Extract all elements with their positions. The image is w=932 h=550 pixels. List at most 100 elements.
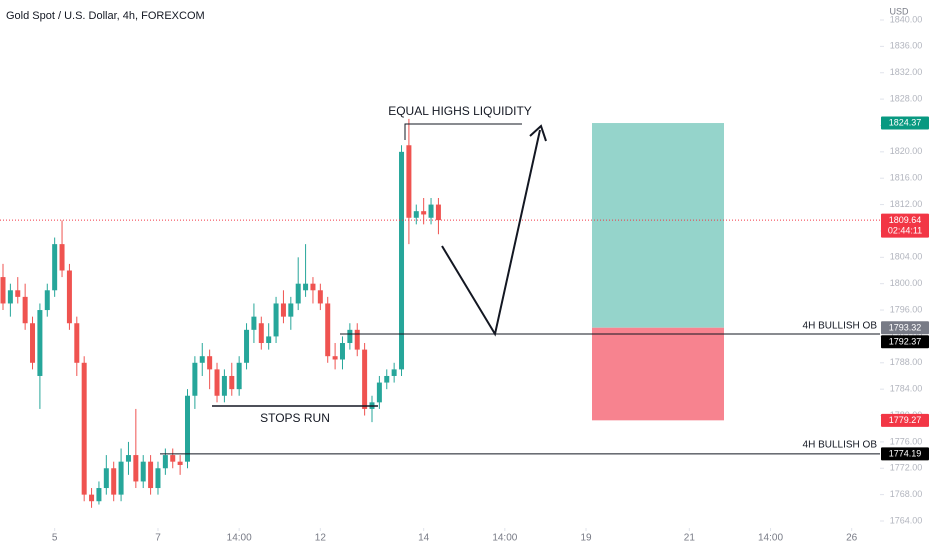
annotation: 4H BULLISH OB bbox=[803, 440, 878, 451]
candle-body bbox=[251, 316, 257, 330]
candle-body bbox=[140, 461, 146, 482]
price-label-box bbox=[881, 335, 929, 349]
candle-body bbox=[221, 375, 227, 396]
annotation: EQUAL HIGHS LIQUIDITY bbox=[388, 104, 532, 118]
bracket bbox=[404, 123, 522, 140]
candle-body bbox=[207, 356, 213, 370]
candle-body bbox=[155, 468, 161, 489]
candle-body bbox=[258, 323, 264, 344]
x-tick-label: 12 bbox=[315, 533, 327, 544]
y-tick-label: 1820.00 bbox=[890, 146, 923, 156]
y-tick-label: 1840.00 bbox=[890, 14, 923, 24]
candle-body bbox=[421, 211, 427, 215]
x-tick-label: 14:00 bbox=[758, 533, 783, 544]
candle-body bbox=[288, 303, 294, 317]
profit-zone bbox=[592, 123, 724, 328]
y-tick-label: 1768.00 bbox=[890, 489, 923, 499]
candle-body bbox=[413, 211, 419, 218]
y-tick-label: 1796.00 bbox=[890, 304, 923, 314]
candle-body bbox=[96, 488, 102, 502]
price-label: 1792.37 bbox=[881, 335, 929, 349]
candle-body bbox=[118, 461, 124, 495]
y-tick-label: 1772.00 bbox=[890, 463, 923, 473]
x-tick-label: 21 bbox=[684, 533, 696, 544]
candle-body bbox=[59, 244, 65, 271]
candle-body bbox=[303, 283, 309, 291]
price-label-box bbox=[881, 321, 929, 335]
candle-body bbox=[214, 369, 220, 396]
drawings: EQUAL HIGHS LIQUIDITY STOPS RUN 4H BULLI… bbox=[212, 104, 878, 451]
candle-body bbox=[310, 283, 316, 291]
candle-body bbox=[347, 329, 353, 344]
candle-body bbox=[162, 455, 168, 469]
x-tick-label: 14:00 bbox=[227, 533, 252, 544]
candle-body bbox=[30, 323, 36, 363]
candle-body bbox=[89, 494, 95, 502]
price-label-box bbox=[881, 413, 929, 427]
candle-body bbox=[428, 204, 434, 218]
price-label-text: 1774.19 bbox=[889, 449, 922, 459]
y-tick-label: 1832.00 bbox=[890, 67, 923, 77]
lines bbox=[0, 219, 880, 455]
candle-body bbox=[192, 362, 198, 396]
candle-body bbox=[199, 356, 205, 363]
candle-body bbox=[273, 303, 279, 337]
candle-body bbox=[111, 468, 117, 495]
candle-body bbox=[103, 468, 109, 489]
x-tick-label: 5 bbox=[52, 533, 58, 544]
candle-body bbox=[125, 455, 131, 462]
candle-body bbox=[406, 145, 412, 218]
candle-body bbox=[332, 356, 338, 360]
arrow-path bbox=[441, 129, 541, 337]
x-tick-label: 26 bbox=[846, 533, 858, 544]
candle-body bbox=[170, 455, 176, 462]
candle-body bbox=[266, 336, 272, 344]
candle-body bbox=[317, 290, 323, 304]
y-tick-label: 1816.00 bbox=[890, 173, 923, 183]
countdown: 02:44:11 bbox=[888, 226, 922, 236]
candle-body bbox=[185, 395, 190, 462]
price-label-text: 1824.37 bbox=[889, 118, 922, 128]
candle-body bbox=[37, 310, 43, 376]
candle-body bbox=[236, 362, 242, 390]
zones bbox=[592, 123, 724, 421]
x-tick-label: 14:00 bbox=[492, 533, 517, 544]
x-tick-label: 7 bbox=[155, 533, 161, 544]
price-label-box bbox=[881, 116, 929, 130]
candle-body bbox=[177, 461, 183, 465]
candle-body bbox=[354, 329, 360, 350]
chart-title: Gold Spot / U.S. Dollar, 4h, FOREXCOM bbox=[6, 10, 205, 22]
candle-body bbox=[66, 270, 72, 324]
candle-body bbox=[22, 296, 28, 324]
annotation: 4H BULLISH OB bbox=[803, 321, 878, 332]
y-tick-label: 1812.00 bbox=[890, 199, 923, 209]
y-tick-label: 1776.00 bbox=[890, 436, 923, 446]
candle-body bbox=[133, 455, 139, 482]
price-label: 1779.27 bbox=[881, 413, 929, 427]
price-label: 1793.32 bbox=[881, 321, 929, 335]
candle-body bbox=[229, 375, 235, 390]
price-label-box bbox=[881, 447, 929, 461]
y-tick-label: 1784.00 bbox=[890, 384, 923, 394]
candle-body bbox=[399, 151, 405, 370]
candle-body bbox=[52, 244, 58, 291]
y-tick-label: 1804.00 bbox=[890, 252, 923, 262]
candle-body bbox=[15, 290, 21, 297]
y-tick-label: 1764.00 bbox=[890, 515, 923, 525]
candle-body bbox=[391, 369, 397, 376]
price-label-text: 1809.64 bbox=[889, 215, 922, 225]
candle-body bbox=[7, 290, 13, 304]
y-tick-label: 1788.00 bbox=[890, 357, 923, 367]
candle-body bbox=[0, 277, 6, 304]
price-label-text: 1779.27 bbox=[889, 415, 922, 425]
candle-body bbox=[376, 382, 382, 403]
candles bbox=[0, 118, 441, 508]
candle-body bbox=[435, 204, 441, 221]
candle-body bbox=[339, 343, 345, 360]
candle-body bbox=[384, 375, 390, 383]
candle-body bbox=[74, 323, 80, 363]
candle-body bbox=[44, 290, 50, 311]
